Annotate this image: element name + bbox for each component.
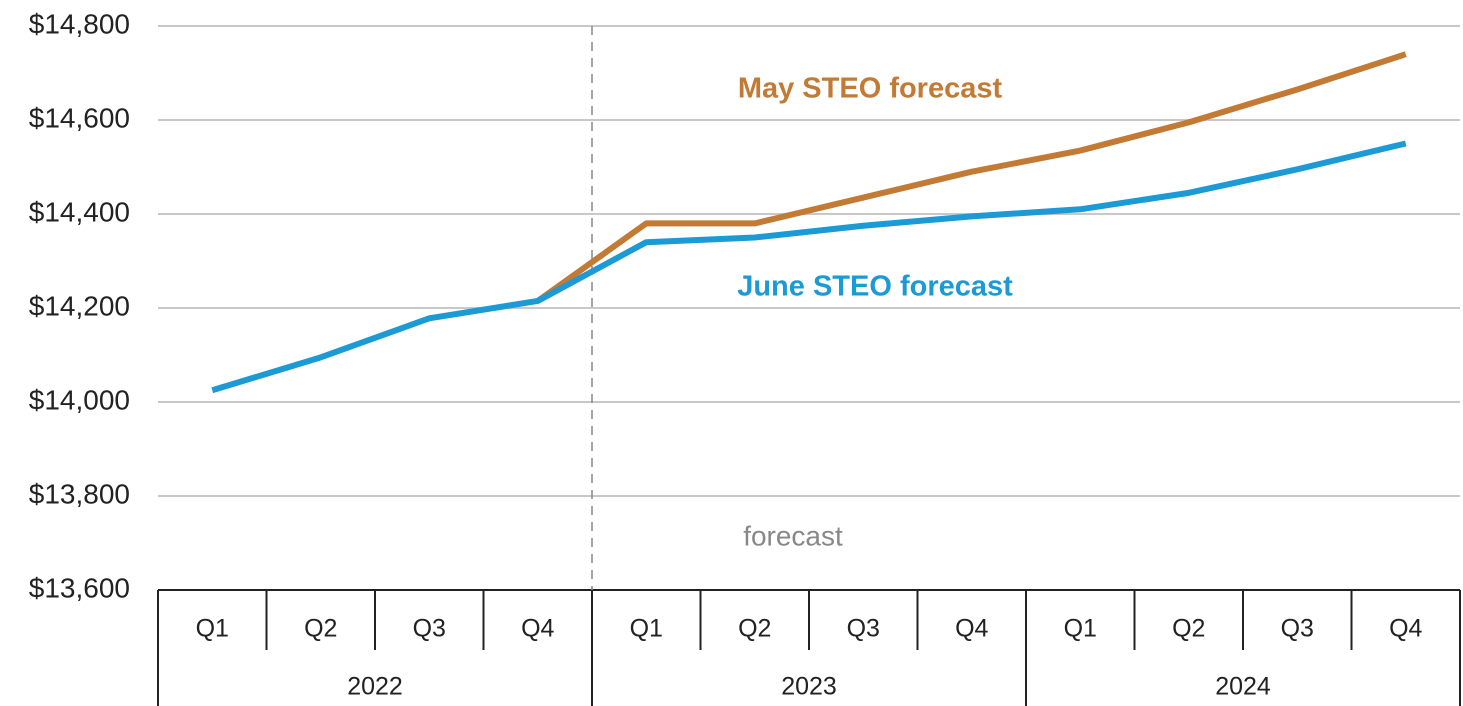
line-series — [211, 140, 1407, 394]
y-tick-label: $14,800 — [29, 8, 130, 39]
series-label: June STEO forecast — [737, 271, 1013, 303]
x-tick-label: Q2 — [738, 615, 771, 643]
x-tick-label: Q4 — [955, 615, 988, 643]
x-tick-label: Q4 — [521, 615, 554, 643]
y-tick-label: $13,800 — [29, 478, 130, 509]
year-label: 2023 — [781, 673, 837, 701]
line-series — [536, 51, 1407, 304]
x-tick-label: Q2 — [304, 615, 337, 643]
x-tick-label: Q1 — [196, 615, 229, 643]
annotation: forecast — [743, 520, 843, 551]
y-tick-label: $14,400 — [29, 196, 130, 227]
series-label: May STEO forecast — [738, 73, 1003, 105]
x-tick-label: Q2 — [1172, 615, 1205, 643]
x-tick-label: Q3 — [1281, 615, 1314, 643]
x-tick-label: Q3 — [413, 615, 446, 643]
y-tick-label: $14,200 — [29, 290, 130, 321]
x-tick-label: Q3 — [847, 615, 880, 643]
x-tick-label: Q1 — [1064, 615, 1097, 643]
year-label: 2022 — [347, 673, 403, 701]
x-tick-label: Q4 — [1389, 615, 1422, 643]
year-label: 2024 — [1215, 673, 1271, 701]
y-tick-label: $14,000 — [29, 384, 130, 415]
x-tick-label: Q1 — [630, 615, 663, 643]
y-tick-label: $14,600 — [29, 102, 130, 133]
y-tick-label: $13,600 — [29, 572, 130, 603]
